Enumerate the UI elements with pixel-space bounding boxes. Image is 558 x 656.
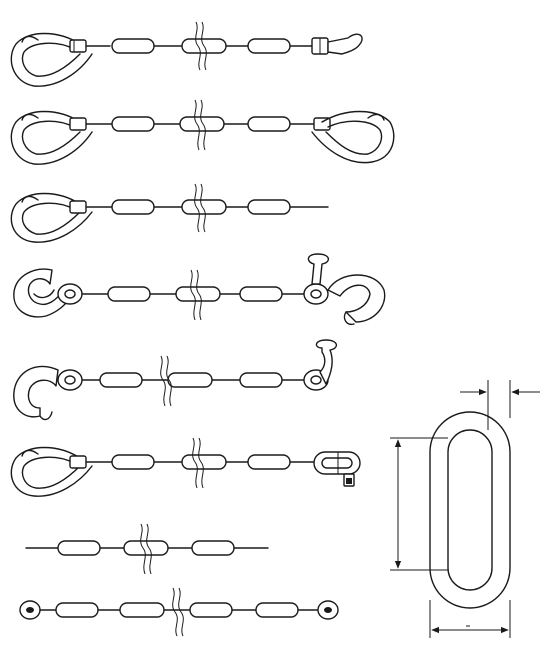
chain-link [111, 199, 155, 215]
grab-hook-icon [10, 32, 93, 87]
grab-hook-icon [311, 110, 395, 164]
break-mark-icon [192, 437, 204, 489]
single-link-detail [429, 411, 511, 609]
chain-link [111, 454, 155, 470]
chain-row-5 [13, 339, 337, 421]
grab-hook-icon [10, 192, 93, 243]
chain-link [247, 116, 291, 132]
chain-link [247, 454, 291, 470]
slip-hook-icon [13, 268, 83, 318]
end-link-icon [317, 600, 339, 620]
chain-link [111, 116, 155, 132]
binder-clevis-icon [311, 33, 363, 55]
break-mark-icon [160, 355, 172, 407]
chain-link [179, 116, 225, 132]
chain-link [181, 199, 227, 215]
end-link-icon [19, 600, 41, 620]
chain-link [119, 602, 165, 618]
chain-row-1 [10, 21, 363, 87]
slip-hook-icon [327, 274, 386, 326]
chain-link [181, 454, 227, 470]
chain-link [247, 199, 291, 215]
chain-link [239, 372, 283, 388]
chain-link [255, 602, 299, 618]
chain-row-8 [19, 587, 339, 637]
chain-row-3 [10, 183, 329, 243]
grab-hook-icon [10, 446, 93, 497]
chain-link [57, 540, 101, 556]
break-mark-icon [194, 183, 206, 233]
chain-link [123, 540, 169, 556]
chain-link [175, 286, 221, 302]
slip-hook-icon [13, 365, 83, 421]
chain-row-4 [13, 253, 386, 326]
chain-row-6 [10, 437, 361, 497]
chain-link [111, 38, 155, 54]
chain-link [107, 286, 151, 302]
chain-link [99, 372, 143, 388]
break-mark-icon [190, 269, 202, 321]
break-mark-icon [194, 99, 206, 151]
clevis-shackle-icon [313, 451, 361, 487]
grab-hook-icon [10, 110, 93, 165]
break-mark-icon [195, 21, 207, 71]
chain-link [167, 372, 213, 388]
chain-row-2 [10, 99, 395, 165]
break-mark-icon [140, 523, 152, 575]
dimension-lines [390, 380, 540, 638]
break-mark-icon [172, 587, 184, 637]
chain-link [191, 540, 235, 556]
swivel-eye-hook-icon [303, 339, 337, 391]
chain-row-7 [25, 523, 269, 575]
chain-link [55, 602, 99, 618]
swivel-icon [303, 253, 329, 305]
chain-link [247, 38, 291, 54]
chain-link [189, 602, 233, 618]
chain-link [239, 286, 283, 302]
